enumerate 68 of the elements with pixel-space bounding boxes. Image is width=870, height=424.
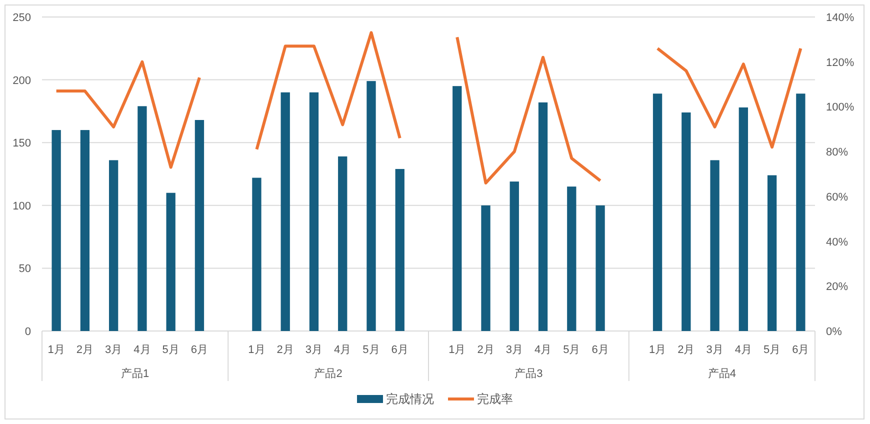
bar (682, 112, 691, 331)
text: 产品1 (120, 367, 150, 380)
bar (767, 175, 777, 331)
bar (366, 81, 376, 331)
y2-tick-label: 40% (826, 236, 848, 248)
bar (796, 94, 806, 331)
y2-tick-label: 100% (826, 102, 854, 114)
y2-tick-label: 60% (826, 191, 848, 204)
bar (481, 205, 490, 331)
y2-tick-label: 120% (826, 56, 854, 69)
y2-tick-label: 140% (826, 12, 854, 24)
bar (166, 192, 176, 331)
bar (710, 160, 720, 331)
bar (252, 178, 262, 331)
x-tick-label: 6月 (592, 344, 609, 356)
legend-label: 完成率 (477, 392, 513, 406)
y-tick-label: 100 (12, 200, 31, 212)
x-tick-label: 1月 (48, 344, 65, 356)
x-tick-label: 6月 (792, 344, 810, 356)
x-tick-label: 2月 (477, 344, 494, 356)
x-tick-label: 1月 (448, 344, 466, 356)
x-tick-label: 2月 (76, 344, 94, 356)
text: 产品2 (314, 367, 342, 380)
bar (652, 94, 662, 331)
x-tick-label: 4月 (734, 344, 752, 356)
text: 产品3 (514, 367, 543, 380)
x-tick-label: 5月 (563, 344, 580, 356)
bar (280, 92, 290, 331)
bar (395, 168, 404, 331)
bar (338, 156, 348, 331)
bar (596, 205, 605, 331)
x-tick-label: 4月 (134, 344, 151, 356)
y-tick-label: 200 (12, 74, 31, 87)
y-tick-label: 50 (18, 263, 31, 276)
y-tick-label: 250 (12, 12, 31, 24)
bar (194, 120, 204, 331)
x-tick-label: 3月 (706, 344, 724, 356)
x-tick-label: 1月 (648, 344, 666, 356)
bar (108, 160, 118, 331)
x-tick-label: 5月 (362, 344, 380, 356)
x-tick-label: 3月 (305, 344, 323, 356)
y2-tick-label: 0% (826, 326, 842, 338)
bar (510, 182, 519, 331)
x-tick-label: 3月 (506, 344, 523, 356)
x-tick-label: 2月 (678, 344, 695, 356)
bar (138, 106, 147, 331)
x-tick-label: 1月 (248, 344, 266, 356)
x-tick-label: 3月 (105, 344, 122, 356)
x-tick-label: 6月 (190, 344, 208, 356)
x-tick-label: 6月 (391, 344, 408, 356)
y2-tick-label: 80% (826, 146, 848, 159)
x-tick-label: 5月 (162, 344, 180, 356)
bar (80, 130, 90, 331)
bar (309, 92, 319, 331)
x-tick-label: 5月 (763, 344, 781, 356)
legend-label: 完成情况 (386, 392, 434, 406)
bar (538, 102, 548, 331)
x-tick-label: 4月 (534, 344, 552, 356)
bar (738, 107, 748, 331)
bar (452, 86, 462, 331)
x-tick-label: 2月 (276, 344, 294, 356)
y2-tick-label: 20% (826, 281, 848, 294)
y-tick-label: 0 (24, 326, 31, 338)
text: 产品4 (708, 367, 736, 380)
y-tick-label: 150 (12, 138, 31, 150)
x-tick-label: 4月 (334, 344, 352, 356)
bar (52, 130, 61, 331)
bar (567, 186, 576, 331)
